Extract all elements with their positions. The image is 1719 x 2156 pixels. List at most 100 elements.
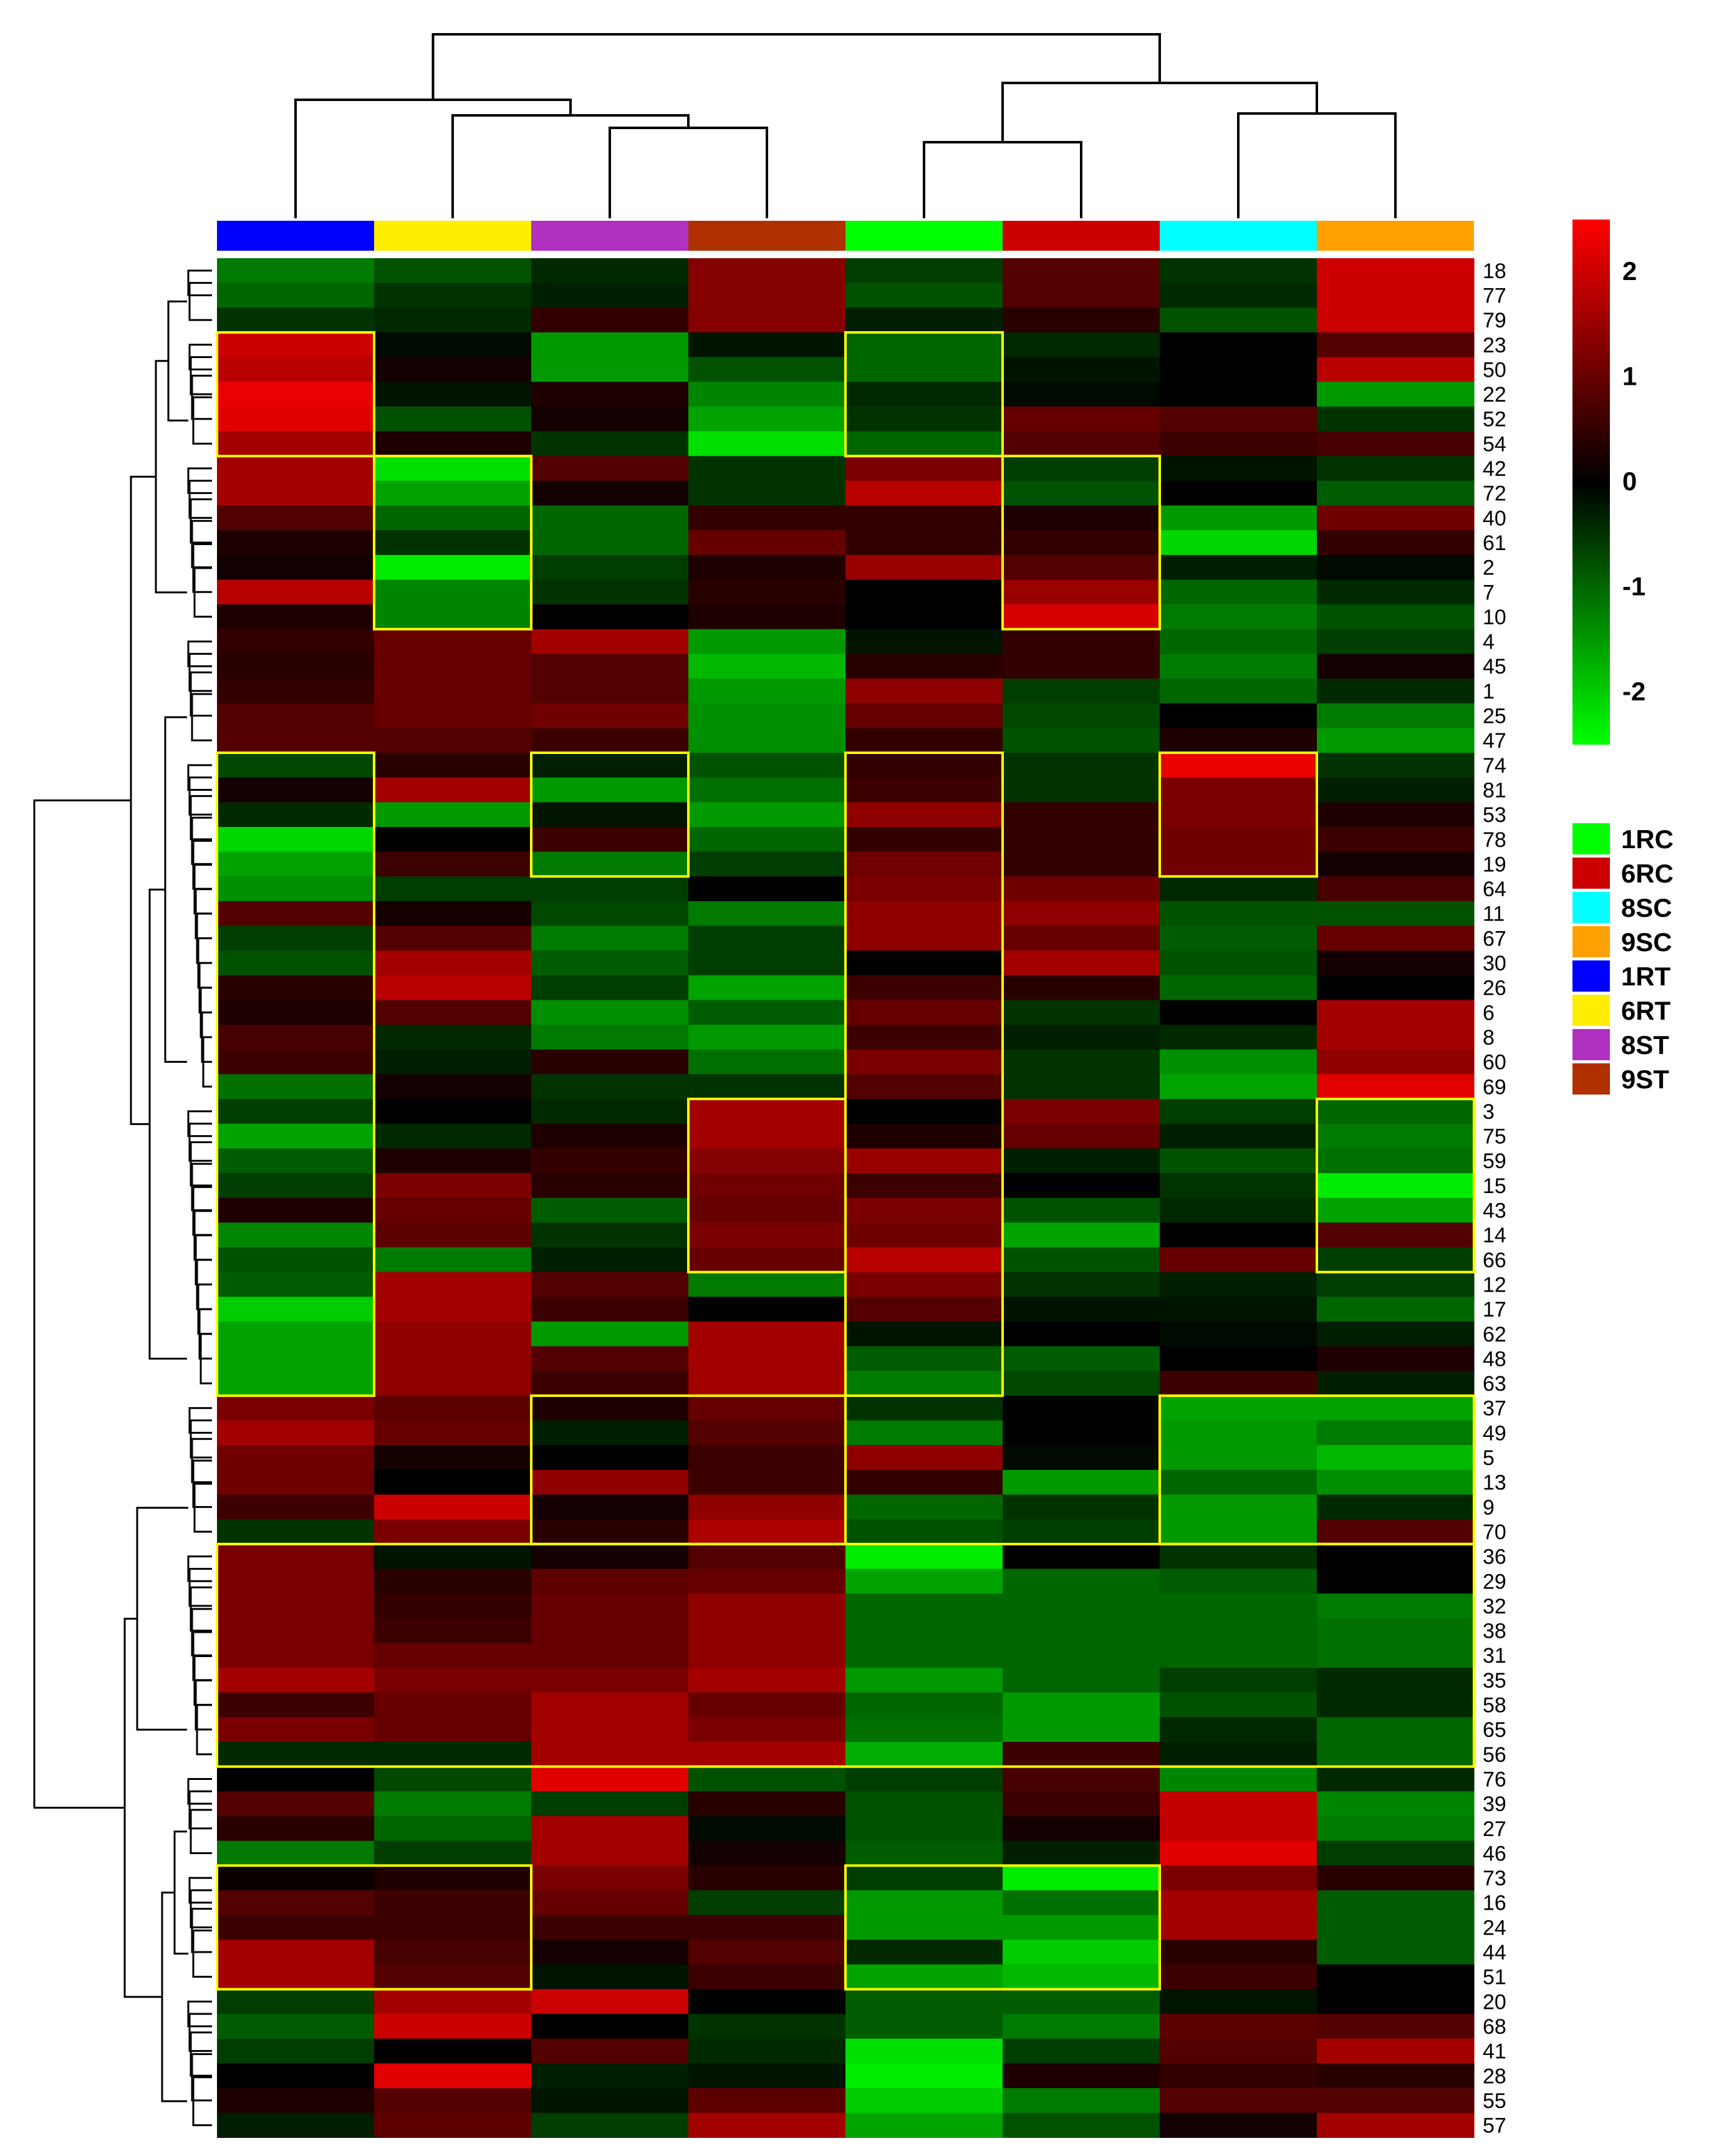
heatmap-cell	[1003, 1569, 1160, 1594]
row-label: 38	[1483, 1620, 1506, 1643]
heatmap-cell	[688, 1049, 846, 1075]
dendrogram-link	[200, 1333, 212, 1385]
row-label: 72	[1483, 482, 1506, 506]
heatmap-cell	[1160, 1445, 1317, 1471]
heatmap-cell	[845, 604, 1003, 630]
heatmap-cell	[374, 480, 532, 506]
row-label: 63	[1483, 1372, 1506, 1396]
row-label: 60	[1483, 1051, 1506, 1075]
dendrogram-link	[191, 693, 212, 742]
heatmap-cell	[1003, 1668, 1160, 1693]
row-label: 44	[1483, 1941, 1506, 1965]
heatmap-cell	[531, 2063, 689, 2089]
heatmap-cell	[217, 629, 375, 654]
dendrogram-link	[190, 1809, 212, 1854]
row-label: 37	[1483, 1397, 1506, 1421]
heatmap-cell	[1003, 654, 1160, 679]
dendrogram-link	[190, 356, 212, 395]
heatmap-cell	[1003, 629, 1160, 654]
heatmap-cell	[845, 307, 1003, 333]
heatmap-cell	[374, 703, 532, 728]
heatmap-cell	[1003, 802, 1160, 828]
heatmap-cell	[217, 1148, 375, 1174]
color-scale-tick-label: 2	[1622, 256, 1637, 286]
row-label: 31	[1483, 1644, 1506, 1668]
row-label: 14	[1483, 1224, 1506, 1247]
dendrogram-link	[190, 1141, 212, 1187]
heatmap-cell	[1003, 876, 1160, 902]
heatmap-cell	[688, 1668, 846, 1693]
heatmap-cell	[1160, 1469, 1317, 1496]
row-label: 57	[1483, 2114, 1506, 2138]
heatmap-cell	[1160, 753, 1317, 778]
heatmap-cell	[1003, 505, 1160, 531]
heatmap-cell	[217, 456, 375, 481]
heatmap-cell	[688, 1197, 846, 1223]
heatmap-cell	[531, 1222, 689, 1248]
heatmap-cell	[1317, 1321, 1475, 1347]
row-label: 12	[1483, 1274, 1506, 1297]
heatmap-cell	[1003, 2014, 1160, 2039]
heatmap-cell	[217, 1197, 375, 1223]
heatmap-cell	[531, 629, 689, 654]
heatmap-cell	[688, 1247, 846, 1273]
heatmap-cell	[1003, 480, 1160, 506]
heatmap-cell	[531, 851, 689, 877]
row-label: 70	[1483, 1520, 1506, 1544]
heatmap-cell	[688, 1865, 846, 1891]
heatmap-cell	[1317, 777, 1475, 803]
heatmap-cell	[1003, 1964, 1160, 1990]
heatmap-cell	[845, 1717, 1003, 1743]
heatmap-cell	[217, 826, 375, 853]
heatmap-cell	[217, 1964, 375, 1990]
dendrogram-link	[192, 1459, 212, 1508]
heatmap-cell	[688, 1148, 846, 1174]
heatmap-cell	[217, 1890, 375, 1916]
dendrogram-link	[190, 795, 212, 841]
heatmap-cell	[688, 1717, 846, 1743]
heatmap-cell	[374, 1469, 532, 1496]
heatmap-cell	[374, 876, 532, 902]
heatmap-cell	[531, 1915, 689, 1940]
heatmap-cell	[1317, 1915, 1475, 1940]
row-label: 26	[1483, 977, 1506, 1000]
row-label: 47	[1483, 729, 1506, 753]
heatmap-cell	[374, 406, 532, 432]
heatmap-cell	[217, 1865, 375, 1891]
heatmap-cell	[1317, 2088, 1475, 2114]
heatmap-cell	[374, 1815, 532, 1842]
heatmap-cell	[1317, 975, 1475, 1001]
heatmap-cell	[1317, 1445, 1475, 1471]
heatmap-cell	[217, 1569, 375, 1594]
heatmap-cell	[1317, 1123, 1475, 1149]
heatmap-cell	[1160, 2038, 1317, 2064]
heatmap-cell	[845, 283, 1003, 308]
heatmap-cell	[845, 950, 1003, 976]
heatmap-cell	[688, 679, 846, 704]
heatmap-cell	[1317, 1742, 1475, 1767]
heatmap-cell	[1160, 1717, 1317, 1743]
heatmap-cell	[1160, 1197, 1317, 1223]
heatmap-cell	[688, 1420, 846, 1446]
heatmap-cell	[374, 579, 532, 605]
heatmap-cell	[374, 802, 532, 828]
heatmap-cell	[1003, 1815, 1160, 1842]
heatmap-cell	[1160, 1865, 1317, 1891]
heatmap-cell	[688, 1395, 846, 1421]
row-label: 30	[1483, 952, 1506, 975]
heatmap-cell	[688, 1297, 846, 1322]
color-scale-tick-label: -1	[1622, 571, 1645, 601]
heatmap-cell	[1160, 1791, 1317, 1817]
heatmap-cell	[217, 1815, 375, 1842]
heatmap-cell	[845, 530, 1003, 556]
heatmap-cell	[1003, 307, 1160, 333]
heatmap-cell	[374, 1791, 532, 1817]
heatmap-cell	[1160, 1643, 1317, 1668]
dendrogram-link	[193, 1482, 212, 1533]
heatmap-cell	[845, 431, 1003, 457]
heatmap-cell	[217, 357, 375, 382]
heatmap-cell	[845, 1469, 1003, 1496]
dendrogram-link	[187, 2000, 212, 2028]
highlight-box	[1316, 1098, 1475, 1274]
highlight-box	[844, 331, 1004, 458]
